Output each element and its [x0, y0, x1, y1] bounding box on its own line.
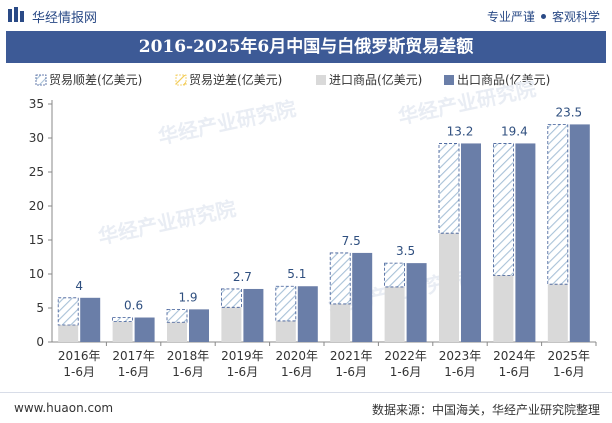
- bars: [57, 124, 590, 343]
- site-url: www.huaon.com: [14, 401, 114, 415]
- x-tick-label: 2022年: [384, 349, 427, 363]
- y-tick-label: 30: [29, 131, 44, 145]
- bar-import: [330, 303, 351, 342]
- x-tick-label: 2020年: [276, 349, 319, 363]
- bar-surplus: [329, 252, 351, 305]
- bar-import: [275, 320, 296, 342]
- bar-export: [297, 286, 318, 342]
- x-tick-label: 1-6月: [553, 365, 585, 379]
- bar-export: [80, 297, 101, 342]
- separator-dot: [540, 14, 546, 19]
- bar-import: [384, 286, 405, 342]
- bar-export: [515, 143, 536, 342]
- x-tick-label: 1-6月: [444, 365, 476, 379]
- x-tick-label: 1-6月: [281, 365, 313, 379]
- legend-label: 贸易顺差(亿美元): [49, 72, 142, 87]
- data-source: 数据来源：中国海关，华经产业研究院整理: [371, 403, 600, 417]
- bar-export: [406, 263, 427, 342]
- y-tick-label: 20: [29, 199, 44, 213]
- bar-export: [569, 124, 590, 343]
- y-tick-label: 35: [29, 97, 44, 111]
- data-label: 3.5: [396, 244, 415, 258]
- legend-label: 进口商品(亿美元): [329, 72, 422, 87]
- x-tick-label: 1-6月: [63, 365, 95, 379]
- legend-swatch: [316, 75, 326, 85]
- x-tick-label: 1-6月: [118, 365, 150, 379]
- y-tick-label: 5: [36, 301, 44, 315]
- data-label: 7.5: [342, 234, 361, 248]
- data-label: 19.4: [501, 124, 528, 138]
- bar-surplus: [492, 143, 514, 276]
- data-label: 13.2: [447, 124, 474, 138]
- top-bar: 华经情报网 专业严谨 客观科学: [0, 0, 612, 30]
- legend-swatch: [444, 75, 454, 85]
- x-tick-label: 2019年: [221, 349, 264, 363]
- chart-title: 2016-2025年6月中国与白俄罗斯贸易差额: [6, 31, 606, 63]
- x-tick-label: 1-6月: [390, 365, 422, 379]
- x-tick-label: 2018年: [167, 349, 210, 363]
- x-tick-label: 1-6月: [335, 365, 367, 379]
- bar-export: [189, 309, 209, 342]
- bar-export: [243, 288, 264, 342]
- brand-name: 华经情报网: [32, 11, 98, 26]
- bar-surplus: [220, 288, 242, 308]
- bar-import: [547, 284, 568, 342]
- data-label: 2.7: [233, 270, 252, 284]
- data-labels: 4 0.6 1.9 2.7 5.1 7.5 3.5 13.2 19.4 23.5: [75, 105, 582, 312]
- bar-import: [493, 275, 514, 342]
- data-label: 23.5: [555, 105, 582, 119]
- x-tick-label: 2021年: [330, 349, 373, 363]
- bar-surplus: [57, 297, 79, 326]
- tagline-left: 专业严谨: [486, 10, 535, 24]
- x-tick-label: 2016年: [58, 349, 101, 363]
- chart-area: 贸易顺差(亿美元) 贸易逆差(亿美元) 进口商品(亿美元) 出口商品(亿美元) 华经产…: [29, 72, 597, 379]
- legend-label: 贸易逆差(亿美元): [189, 72, 282, 87]
- bar-surplus: [166, 308, 188, 323]
- data-label: 0.6: [124, 299, 143, 313]
- x-tick-label: 1-6月: [227, 365, 259, 379]
- bar-surplus: [275, 285, 297, 322]
- footer: www.huaon.com 数据来源：中国海关，华经产业研究院整理: [0, 392, 612, 423]
- watermark-text: 华经产业研究院: [96, 196, 238, 249]
- data-label: 4: [75, 279, 83, 293]
- x-tick-label: 2023年: [439, 349, 482, 363]
- x-tick-label: 2024年: [493, 349, 536, 363]
- tagline: 专业严谨 客观科学: [487, 8, 600, 25]
- bar-export: [134, 317, 155, 342]
- x-tick-label: 1-6月: [499, 365, 531, 379]
- legend-swatch: [35, 74, 47, 86]
- bar-surplus: [112, 317, 133, 323]
- bar-surplus: [438, 143, 460, 234]
- legend-label: 出口商品(亿美元): [457, 72, 550, 87]
- bar-export: [352, 252, 373, 342]
- legend-swatch: [175, 74, 187, 86]
- bar-import: [221, 307, 242, 342]
- legend: 贸易顺差(亿美元) 贸易逆差(亿美元) 进口商品(亿美元) 出口商品(亿美元): [35, 72, 550, 87]
- bar-import: [58, 325, 79, 342]
- data-label: 5.1: [287, 267, 306, 281]
- logo-icon: [8, 7, 24, 22]
- bar-import: [167, 322, 187, 342]
- y-tick-label: 0: [36, 335, 44, 349]
- bar-import: [112, 321, 133, 342]
- bar-export: [461, 143, 481, 342]
- bar-import: [439, 233, 459, 342]
- x-tick-label: 1-6月: [172, 365, 204, 379]
- axes: 0 5 10 15 20 25 30 35 2016年 1-6月 2017年 1-6月 2018年 1-6…: [29, 97, 597, 379]
- watermark-text: 华经产业研究院: [156, 96, 298, 149]
- data-label: 1.9: [178, 290, 197, 304]
- x-tick-label: 2017年: [112, 349, 155, 363]
- y-tick-label: 25: [29, 165, 44, 179]
- x-tick-label: 2025年: [548, 349, 591, 363]
- y-tick-label: 10: [29, 267, 44, 281]
- bar-surplus: [384, 262, 406, 288]
- y-tick-label: 15: [29, 233, 44, 247]
- tagline-right: 客观科学: [551, 10, 600, 24]
- bar-surplus: [547, 124, 569, 285]
